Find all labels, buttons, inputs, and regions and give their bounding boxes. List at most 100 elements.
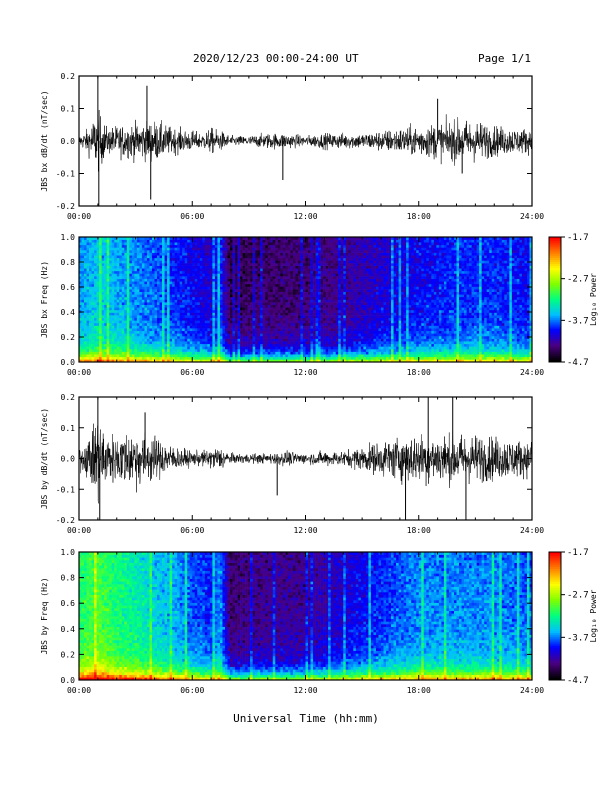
spectrogram-cell — [204, 239, 208, 243]
spectrogram-cell — [272, 247, 276, 251]
spectrogram-cell — [164, 328, 168, 332]
spectrogram-cell — [199, 351, 203, 355]
spectrogram-cell — [111, 307, 115, 311]
spectrogram-cell — [114, 268, 118, 272]
spectrogram-cell — [323, 299, 326, 303]
spectrogram-cell — [257, 322, 261, 326]
spectrogram-cell — [167, 296, 170, 300]
spectrogram-cell — [104, 276, 107, 279]
spectrogram-cell — [300, 351, 304, 355]
spectrogram-cell — [111, 346, 115, 350]
spectrogram-cell — [217, 291, 221, 295]
spectrogram-cell — [232, 328, 236, 332]
spectrogram-cell — [237, 239, 241, 243]
spectrogram-cell — [187, 304, 191, 308]
spectrogram-cell — [330, 338, 334, 342]
spectrogram-cell — [84, 307, 87, 311]
spectrogram-cell — [214, 239, 218, 243]
spectrogram-cell — [104, 268, 107, 272]
spectrogram-cell — [214, 351, 218, 355]
spectrogram-cell — [179, 250, 183, 253]
spectrogram-cell — [313, 341, 316, 345]
spectrogram-cell — [101, 356, 105, 360]
spectrogram-cell — [277, 333, 281, 337]
spectrogram-cell — [240, 343, 243, 347]
spectrogram-cell — [182, 307, 185, 311]
spectrogram-cell — [192, 257, 196, 261]
spectrogram-cell — [242, 304, 246, 308]
spectrogram-cell — [260, 296, 264, 300]
spectrogram-cell — [297, 315, 301, 319]
spectrogram-cell — [257, 333, 261, 337]
spectrogram-cell — [330, 281, 334, 285]
spectrogram-cell — [119, 299, 123, 303]
spectrogram-cell — [151, 263, 155, 266]
spectrogram-cell — [199, 341, 203, 345]
y-tick-label: -0.1 — [56, 170, 75, 179]
spectrogram-cell — [154, 325, 158, 329]
spectrogram-cell — [194, 257, 198, 261]
spectrogram-cell — [262, 260, 266, 264]
spectrogram-cell — [333, 273, 336, 277]
spectrogram-cell — [270, 239, 274, 243]
spectrogram-cell — [182, 260, 185, 264]
spectrogram-cell — [164, 299, 168, 303]
spectrogram-cell — [204, 299, 208, 303]
spectrogram-cell — [282, 276, 286, 279]
spectrogram-cell — [277, 325, 281, 329]
spectrogram-cell — [262, 359, 266, 363]
spectrogram-cell — [187, 278, 191, 282]
spectrogram-cell — [252, 307, 256, 311]
spectrogram-cell — [182, 242, 185, 246]
spectrogram-cell — [184, 304, 188, 308]
spectrogram-cell — [141, 281, 145, 285]
spectrogram-cell — [302, 260, 306, 264]
spectrogram-cell — [111, 328, 115, 332]
spectrogram-cell — [245, 315, 248, 319]
spectrogram-cell — [101, 278, 105, 282]
spectrogram-cell — [209, 299, 213, 303]
spectrogram-cell — [197, 250, 201, 253]
spectrogram-cell — [227, 237, 231, 240]
spectrogram-cell — [106, 242, 110, 246]
spectrogram-cell — [131, 250, 135, 253]
spectrogram-cell — [275, 281, 279, 285]
spectrogram-cell — [217, 294, 221, 298]
spectrogram-cell — [287, 312, 291, 316]
spectrogram-cell — [172, 341, 175, 345]
spectrogram-cell — [292, 291, 296, 295]
spectrogram-cell — [217, 348, 221, 352]
spectrogram-cell — [179, 328, 183, 332]
spectrogram-cell — [172, 291, 175, 295]
spectrogram-cell — [144, 302, 148, 305]
spectrogram-cell — [101, 359, 105, 363]
spectrogram-cell — [232, 257, 236, 261]
spectrogram-cell — [300, 281, 304, 285]
spectrogram-cell — [164, 291, 168, 295]
spectrogram-cell — [199, 346, 203, 350]
spectrogram-cell — [310, 268, 314, 272]
spectrogram-cell — [204, 312, 208, 316]
spectrogram-cell — [94, 343, 97, 347]
spectrogram-cell — [182, 354, 185, 358]
spectrogram-cell — [330, 312, 334, 316]
spectrogram-cell — [146, 322, 150, 326]
spectrogram-cell — [172, 294, 175, 298]
spectrogram-cell — [169, 359, 173, 363]
spectrogram-cell — [131, 237, 135, 240]
spectrogram-cell — [174, 351, 178, 355]
spectrogram-cell — [202, 263, 206, 266]
spectrogram-cell — [139, 247, 143, 251]
spectrogram-cell — [318, 315, 321, 319]
spectrogram-cell — [209, 348, 213, 352]
spectrogram-cell — [315, 276, 319, 279]
spectrogram-cell — [126, 359, 130, 363]
spectrogram-cell — [154, 273, 158, 277]
spectrogram-cell — [333, 278, 336, 282]
spectrogram-cell — [250, 239, 253, 243]
spectrogram-cell — [154, 252, 158, 256]
spectrogram-cell — [282, 304, 286, 308]
spectrogram-cell — [159, 273, 163, 277]
spectrogram-cell — [280, 346, 284, 350]
spectrogram-cell — [114, 252, 118, 256]
